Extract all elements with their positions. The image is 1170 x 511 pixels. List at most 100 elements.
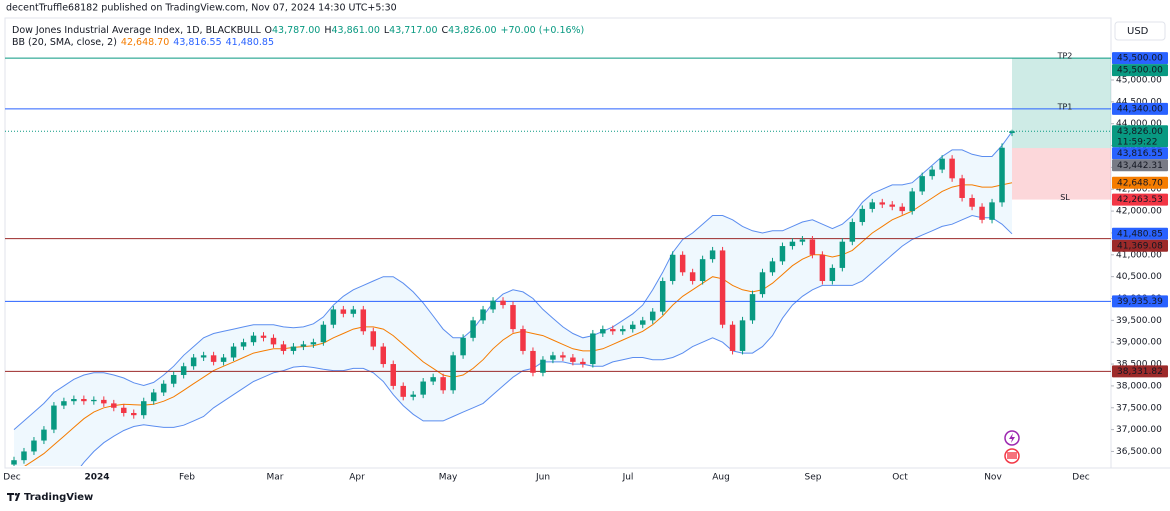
- candle-body: [21, 451, 27, 461]
- candle-body: [220, 357, 227, 362]
- ohlc-value: 43,861.00: [332, 25, 380, 36]
- candle-body: [949, 158, 955, 179]
- candle-body: [849, 222, 856, 242]
- candle-body: [799, 239, 806, 242]
- candle-body: [230, 346, 237, 358]
- candle-body: [51, 405, 57, 430]
- candle-body: [689, 272, 696, 282]
- x-tick-label: Apr: [349, 473, 365, 483]
- candle-body: [91, 399, 97, 402]
- y-tick-label: 40,500.00: [1116, 272, 1162, 282]
- x-tick-label: 2024: [84, 473, 109, 483]
- publisher: decentTruffle68182 published on TradingV…: [6, 3, 397, 14]
- brand-name: TradingView: [24, 492, 93, 503]
- candle-body: [999, 147, 1005, 203]
- candle-body: [240, 342, 247, 347]
- price-tag: [1112, 365, 1168, 378]
- change: +70.00 (+0.16%): [501, 25, 585, 36]
- candle-body: [659, 281, 666, 312]
- position-zone: [1012, 58, 1111, 149]
- price-tag-label: 41,480.85: [1117, 229, 1163, 239]
- candle-body: [31, 440, 37, 452]
- candle-body: [729, 324, 736, 351]
- candle-body: [969, 197, 975, 207]
- price-tag: [1112, 227, 1168, 240]
- candle-body: [510, 305, 516, 330]
- price-tag-label: 43,826.00: [1117, 127, 1163, 137]
- brand[interactable]: TradingView: [7, 492, 93, 503]
- candle-body: [470, 320, 476, 338]
- position-zone: [1012, 148, 1111, 200]
- candle-body: [81, 399, 87, 402]
- y-tick-label: 39,500.00: [1116, 316, 1162, 326]
- candle-body: [380, 346, 387, 365]
- brand-logo: [7, 493, 21, 501]
- bb-lower: [80, 214, 1013, 466]
- x-tick-label: Feb: [179, 473, 195, 483]
- candle-body: [699, 259, 706, 282]
- candle-body: [540, 359, 546, 373]
- zone-label: TP2: [1057, 52, 1073, 61]
- price-tag-label: 38,331.82: [1117, 367, 1163, 377]
- event-icons[interactable]: [1004, 430, 1020, 464]
- x-tick-label: Nov: [984, 473, 1002, 483]
- x-tick-label: Jul: [622, 473, 634, 483]
- bb-value: 43,816.55: [173, 37, 221, 48]
- candle-body: [101, 399, 107, 404]
- bb-upper: [13, 131, 1013, 430]
- candle-body: [160, 383, 167, 393]
- price-tag: [1112, 159, 1168, 172]
- x-tick-label: Sep: [805, 473, 822, 483]
- candle-body: [879, 202, 886, 205]
- candle-body: [270, 337, 277, 345]
- candle-body: [590, 333, 596, 365]
- y-tick-label: 45,000.00: [1116, 75, 1162, 85]
- x-tick-label: Aug: [712, 473, 730, 483]
- y-tick-label: 37,000.00: [1116, 425, 1162, 435]
- candle-body: [919, 176, 925, 192]
- candle-body: [450, 355, 456, 391]
- candle-body: [630, 324, 636, 330]
- currency-box[interactable]: [1114, 21, 1166, 41]
- y-tick-label: 38,000.00: [1116, 381, 1162, 391]
- candle-body: [789, 241, 796, 247]
- y-tick-label: 39,000.00: [1116, 338, 1162, 348]
- candle-body: [420, 381, 426, 395]
- candle-body: [899, 206, 905, 212]
- price-tag: [1112, 64, 1168, 77]
- candle-body: [859, 208, 866, 223]
- candle-body: [210, 355, 217, 362]
- countdown: 11:59:22: [1117, 137, 1157, 147]
- candle-body: [140, 401, 147, 416]
- lightning: [1009, 433, 1015, 443]
- candle-body: [709, 250, 716, 260]
- bb-value: 41,480.85: [226, 37, 274, 48]
- candle-body: [111, 403, 117, 408]
- zone-label: SL: [1060, 193, 1070, 202]
- candle-body: [889, 204, 895, 207]
- candle-body: [500, 300, 506, 306]
- price-tag-label: 42,263.53: [1117, 195, 1163, 205]
- y-tick-label: 36,500.00: [1116, 447, 1162, 457]
- currency[interactable]: USD: [1127, 26, 1149, 37]
- price-tag-label: 41,369.08: [1117, 241, 1163, 251]
- price-tag: [1112, 52, 1168, 65]
- candle-body: [131, 412, 137, 416]
- candle-body: [959, 178, 965, 198]
- candle-body: [200, 355, 207, 358]
- candle-body: [480, 309, 486, 321]
- band-fill: [14, 131, 1012, 466]
- price-tag-label: 39,935.39: [1117, 297, 1163, 307]
- candle-body: [989, 202, 995, 220]
- y-tick-label: 44,000.00: [1116, 119, 1162, 129]
- candle-body: [719, 250, 726, 325]
- candle-body: [121, 407, 127, 413]
- zone-label: TP1: [1057, 102, 1073, 111]
- ohlc-value: 43,826.00: [448, 25, 496, 36]
- candle-body: [929, 169, 935, 177]
- candle-body: [360, 309, 367, 332]
- candle-body: [839, 241, 846, 268]
- y-tick-label: 44,500.00: [1116, 97, 1162, 107]
- x-tick-label: Dec: [1072, 473, 1089, 483]
- candle-body: [390, 364, 396, 386]
